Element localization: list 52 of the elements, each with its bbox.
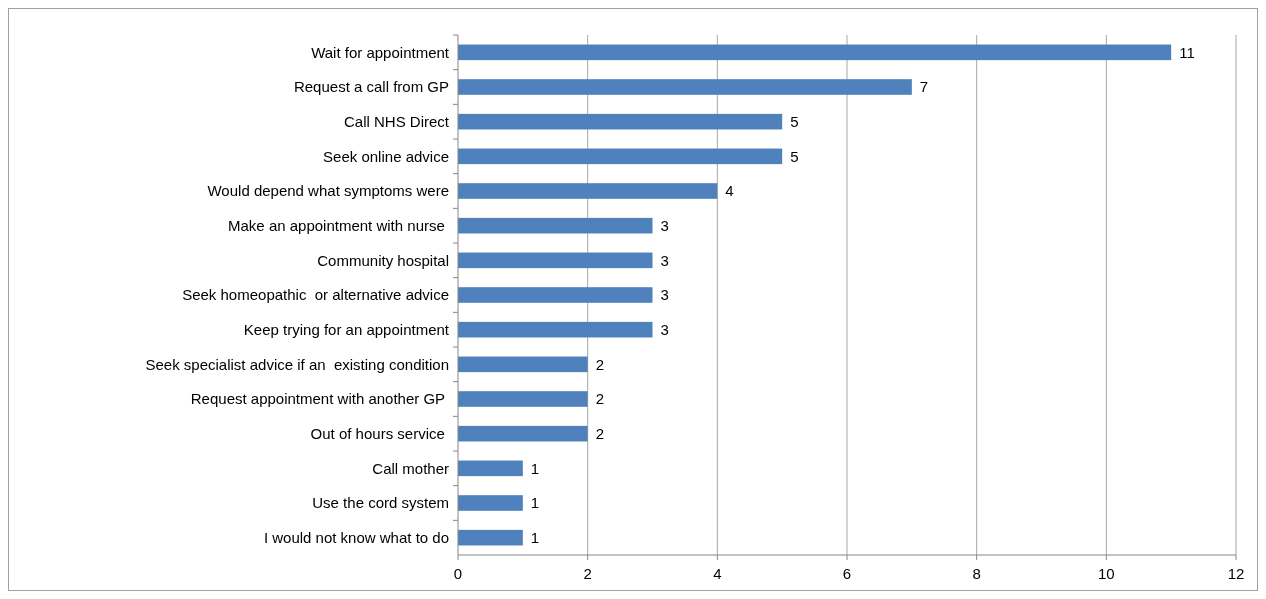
bar <box>458 183 718 199</box>
bar <box>458 495 523 511</box>
bar <box>458 460 523 477</box>
y-tick-label: Request appointment with another GP <box>190 390 449 408</box>
x-tick-label: 2 <box>583 565 592 582</box>
bar <box>458 252 653 269</box>
bar <box>458 356 588 373</box>
y-tick-label: Seek specialist advice if an existing condition <box>145 355 449 373</box>
y-tick-label: Seek online advice <box>323 147 449 165</box>
y-tick-label: I would not know what to do <box>263 528 449 546</box>
data-label: 1 <box>530 528 540 546</box>
data-label: 1 <box>530 459 540 477</box>
data-label: 3 <box>660 216 669 234</box>
y-tick-label: Community hospital <box>317 251 449 269</box>
data-label: 2 <box>595 424 605 442</box>
data-label: 7 <box>919 78 929 96</box>
data-label: 5 <box>790 112 799 130</box>
y-tick-label: Request a call from GP <box>293 78 449 96</box>
data-label: 11 <box>1179 43 1195 61</box>
bar <box>458 79 912 95</box>
data-label: 3 <box>660 286 669 304</box>
x-tick-label: 12 <box>1227 565 1245 582</box>
data-label: 3 <box>660 320 669 338</box>
bar <box>458 425 588 442</box>
bar <box>458 44 1172 61</box>
x-tick-label: 10 <box>1097 565 1115 582</box>
bar <box>458 113 783 130</box>
y-tick-label: Call mother <box>372 459 449 477</box>
y-tick-label: Call NHS Direct <box>343 112 450 130</box>
y-tick-label: Use the cord system <box>312 494 449 512</box>
bar <box>458 287 653 303</box>
bar <box>458 529 523 546</box>
y-tick-label: Out of hours service <box>310 424 449 442</box>
data-label: 1 <box>530 494 540 512</box>
y-tick-label: Keep trying for an appointment <box>243 320 450 338</box>
bar <box>458 217 653 234</box>
x-tick-label: 8 <box>972 565 981 582</box>
bar <box>458 321 653 338</box>
data-label: 3 <box>660 251 669 269</box>
x-tick-label: 6 <box>842 565 852 582</box>
data-label: 4 <box>725 182 734 200</box>
data-label: 5 <box>790 147 799 165</box>
bar <box>458 148 783 165</box>
y-tick-label: Seek homeopathic or alternative advice <box>182 286 449 304</box>
y-tick-label: Would depend what symptoms were <box>207 182 449 200</box>
bar <box>458 391 588 407</box>
x-tick-label: 4 <box>713 565 722 582</box>
y-tick-label: Make an appointment with nurse <box>228 216 449 234</box>
x-tick-label: 0 <box>453 565 463 582</box>
data-label: 2 <box>595 355 605 373</box>
data-label: 2 <box>595 390 605 408</box>
y-tick-label: Wait for appointment <box>311 43 450 61</box>
